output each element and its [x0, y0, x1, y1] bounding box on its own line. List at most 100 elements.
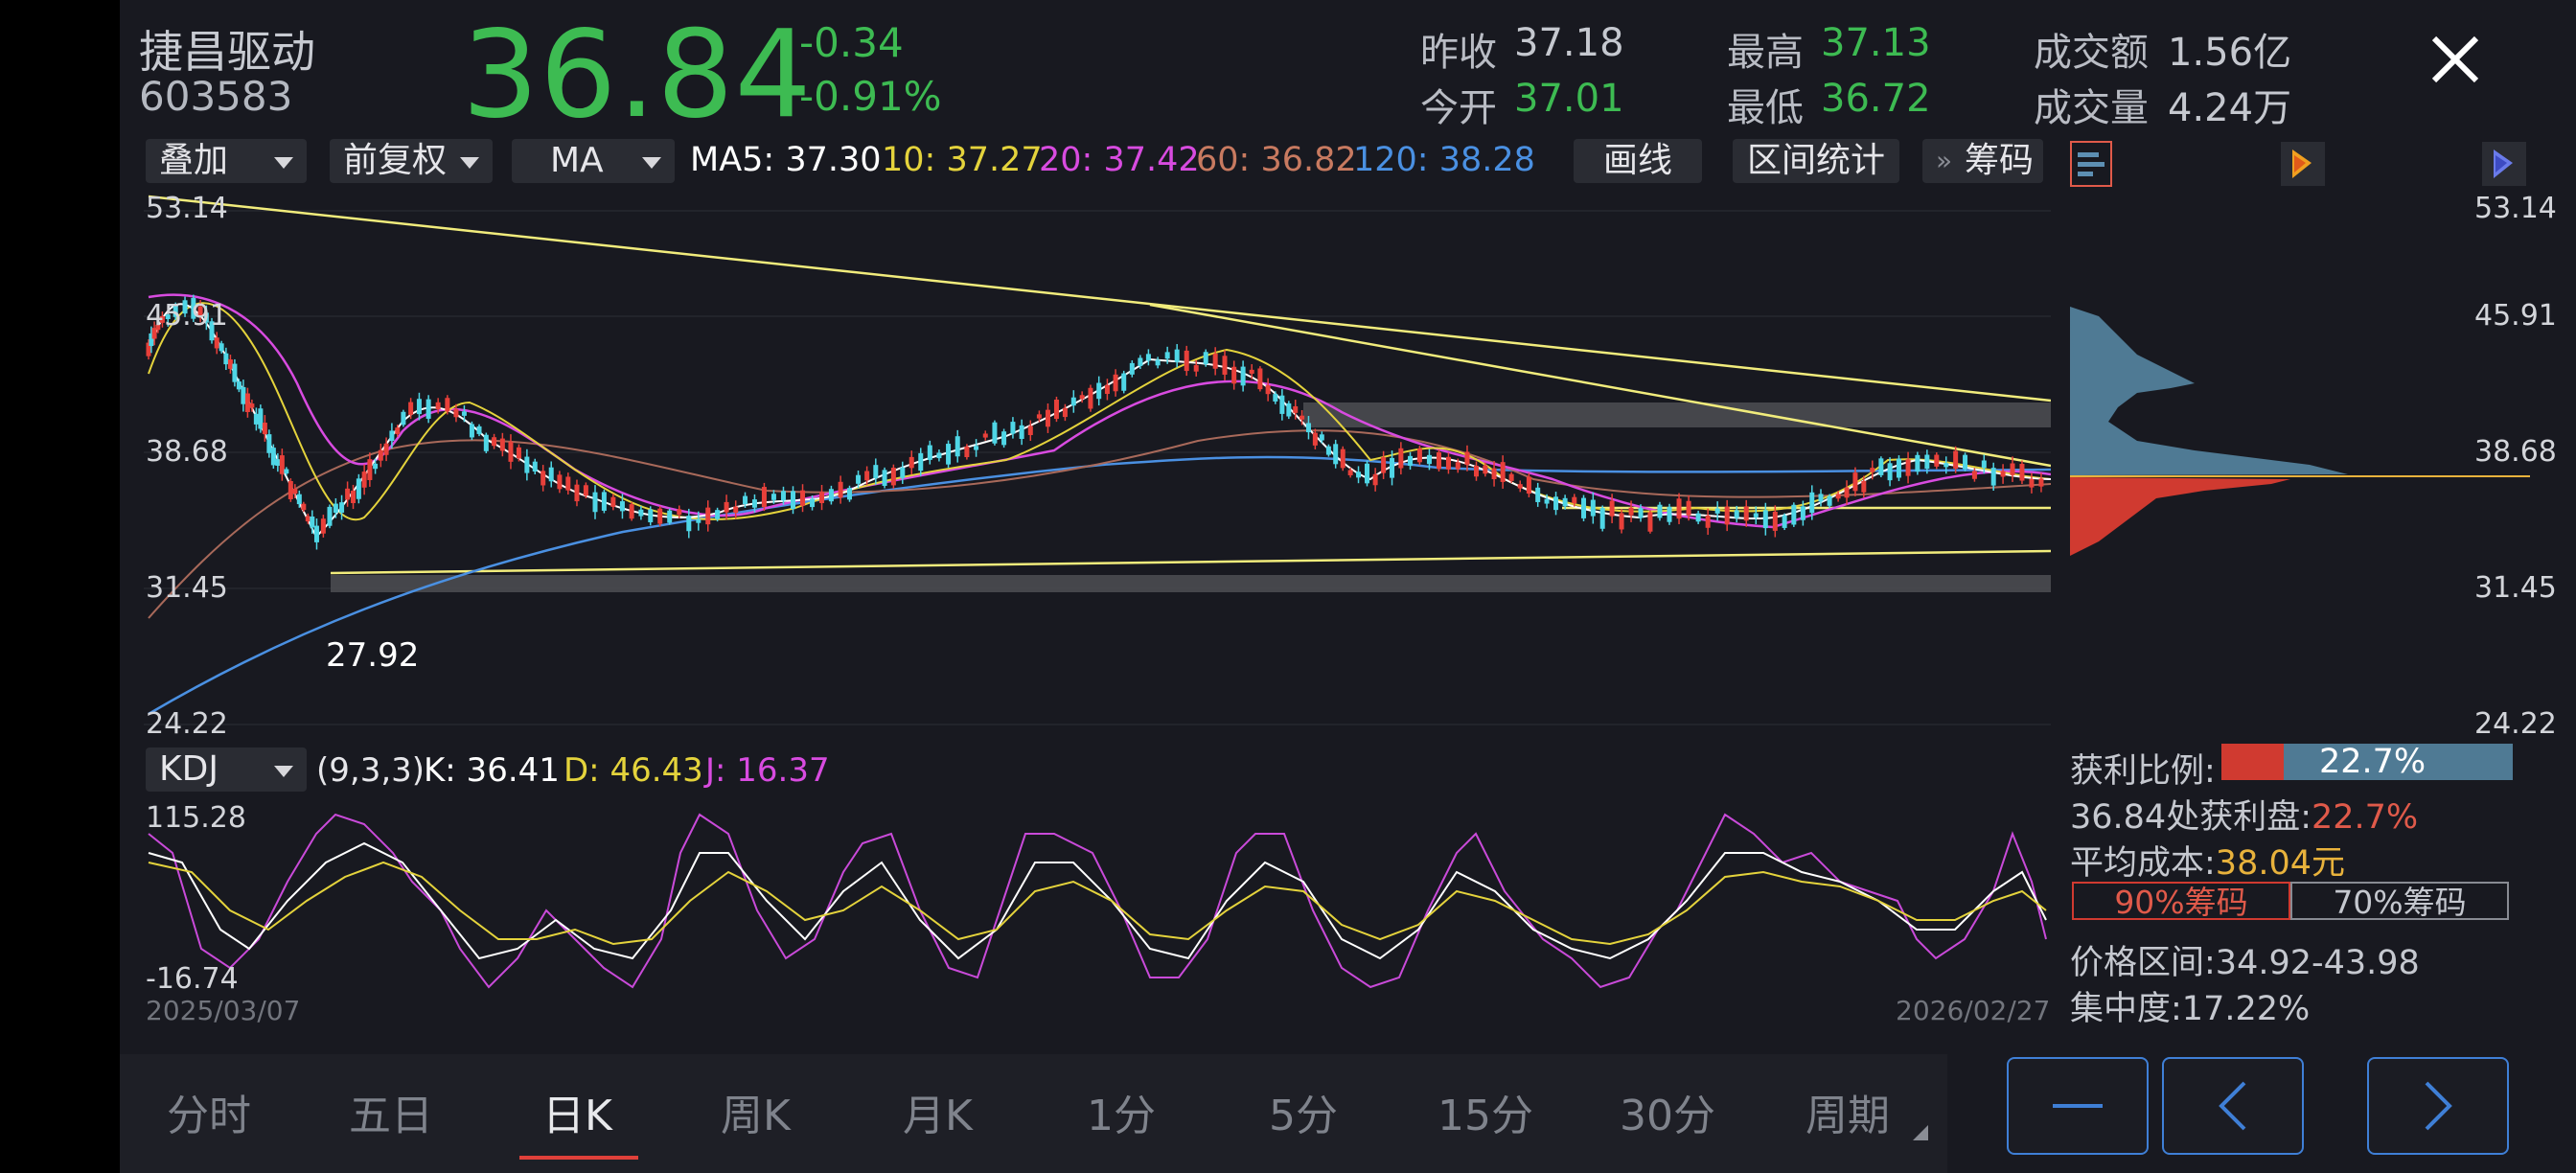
candle-body	[2019, 464, 2025, 481]
candle-body	[1356, 472, 1362, 478]
chip-distribution-icon[interactable]	[2070, 141, 2112, 187]
period-tab-5day[interactable]: 五日	[349, 1092, 433, 1140]
fire-chip-icon[interactable]	[2281, 142, 2325, 186]
candle-body	[1705, 515, 1711, 528]
candle-body	[426, 399, 431, 419]
high-label: 最高	[1727, 31, 1804, 75]
candle-body	[1096, 382, 1102, 400]
candle-body	[800, 490, 806, 506]
zoom-out-button[interactable]	[2007, 1057, 2149, 1155]
candle-body	[847, 488, 853, 500]
candle-body	[715, 510, 721, 519]
candle-body	[1638, 508, 1644, 518]
candle-body	[1340, 448, 1346, 469]
candle-body	[151, 328, 157, 339]
candle-body	[557, 474, 563, 490]
candle-body	[508, 441, 514, 462]
candle-body	[1445, 456, 1451, 470]
period-tab-5min[interactable]: 5分	[1269, 1092, 1338, 1140]
period-tab-monthly[interactable]: 月K	[903, 1092, 973, 1140]
candle-body	[1212, 353, 1218, 369]
period-tab-intraday[interactable]: 分时	[167, 1092, 251, 1140]
tab-90-chips[interactable]: 90%筹码	[2072, 882, 2290, 921]
profit-at-row: 36.84处获利盘:22.7%	[2070, 790, 2418, 839]
kdj-chart[interactable]	[144, 795, 2051, 997]
concentration-row: 集中度:17.22%	[2070, 981, 2310, 1030]
candle-body	[936, 452, 942, 459]
candle-body	[214, 337, 219, 349]
period-tab-15min[interactable]: 15分	[1438, 1092, 1533, 1140]
candle-body	[574, 484, 580, 502]
scroll-left-button[interactable]	[2162, 1057, 2304, 1155]
support-band	[331, 575, 2051, 592]
candle-body	[638, 509, 644, 517]
candle-body	[1762, 510, 1768, 529]
candle-body	[900, 467, 906, 478]
candle-body	[1990, 468, 1996, 486]
candle-body	[828, 489, 834, 502]
period-tab-weekly[interactable]: 周K	[721, 1092, 791, 1140]
candle-body	[401, 411, 406, 426]
candle-body	[686, 516, 692, 532]
kline-y-top: 53.14	[146, 192, 228, 225]
price-change: -0.34	[799, 19, 904, 66]
candle-body	[780, 491, 786, 501]
candle-body	[1887, 463, 1893, 481]
candle-body	[532, 461, 538, 472]
candle-body	[453, 408, 459, 418]
period-tab-30min[interactable]: 30分	[1620, 1092, 1715, 1140]
kline-chart[interactable]	[144, 192, 2051, 728]
candle-body	[908, 456, 914, 469]
kline-y-bottom: 24.22	[146, 707, 228, 741]
candle-body	[918, 452, 924, 472]
scroll-right-button[interactable]	[2367, 1057, 2509, 1155]
candle-body	[373, 463, 379, 470]
candle-body	[992, 422, 998, 444]
close-icon[interactable]	[2425, 29, 2486, 90]
adjust-select[interactable]: 前复权	[330, 139, 493, 183]
tab-70-chips[interactable]: 70%筹码	[2290, 882, 2509, 921]
candle-body	[705, 507, 711, 525]
candle-body	[1104, 384, 1110, 395]
candle-body	[1953, 450, 1959, 469]
candle-body	[275, 459, 281, 466]
candle-body	[266, 434, 272, 453]
candle-body	[1347, 470, 1353, 475]
kdj-select[interactable]: KDJ	[146, 748, 307, 792]
chevron-right-icon	[2425, 1081, 2452, 1131]
candle-body	[1544, 498, 1550, 504]
candle-body	[770, 494, 776, 500]
candle-body	[864, 471, 870, 481]
candle-body	[1619, 513, 1624, 530]
candle-body	[1305, 423, 1311, 433]
candle-body	[524, 456, 530, 473]
candle-body	[1647, 512, 1653, 532]
period-tab-1min[interactable]: 1分	[1087, 1092, 1156, 1140]
last-price: 36.84	[462, 4, 813, 145]
indicator-select[interactable]: MA	[512, 139, 675, 183]
candle-body	[677, 509, 682, 516]
candle-body	[1019, 425, 1024, 440]
overlay-select[interactable]: 叠加	[146, 139, 307, 183]
candle-body	[146, 342, 151, 356]
candle-body	[1174, 349, 1180, 362]
candle-body	[1517, 484, 1523, 489]
range-stats-button[interactable]: 区间统计	[1733, 139, 1899, 183]
candle-body	[761, 487, 767, 508]
candle-body	[1809, 492, 1815, 514]
candle-body	[1286, 402, 1292, 417]
chevron-down-icon	[274, 766, 293, 777]
resistance-band	[1303, 402, 2051, 427]
high-value: 37.13	[1821, 21, 1931, 65]
candle-body	[1553, 496, 1559, 511]
price-range-row: 价格区间:34.92-43.98	[2070, 935, 2420, 984]
period-tab-daily[interactable]: 日K	[542, 1092, 612, 1140]
chips-button[interactable]: » 筹码	[1922, 139, 2043, 183]
draw-line-button[interactable]: 画线	[1574, 139, 1702, 183]
period-tab-more[interactable]: 周期	[1806, 1092, 1890, 1140]
blue-chip-icon[interactable]	[2482, 142, 2526, 186]
chips-label: 筹码	[1964, 141, 2034, 180]
ma10-line	[148, 302, 2051, 521]
candle-body	[1408, 455, 1414, 467]
candle-body	[253, 413, 259, 425]
